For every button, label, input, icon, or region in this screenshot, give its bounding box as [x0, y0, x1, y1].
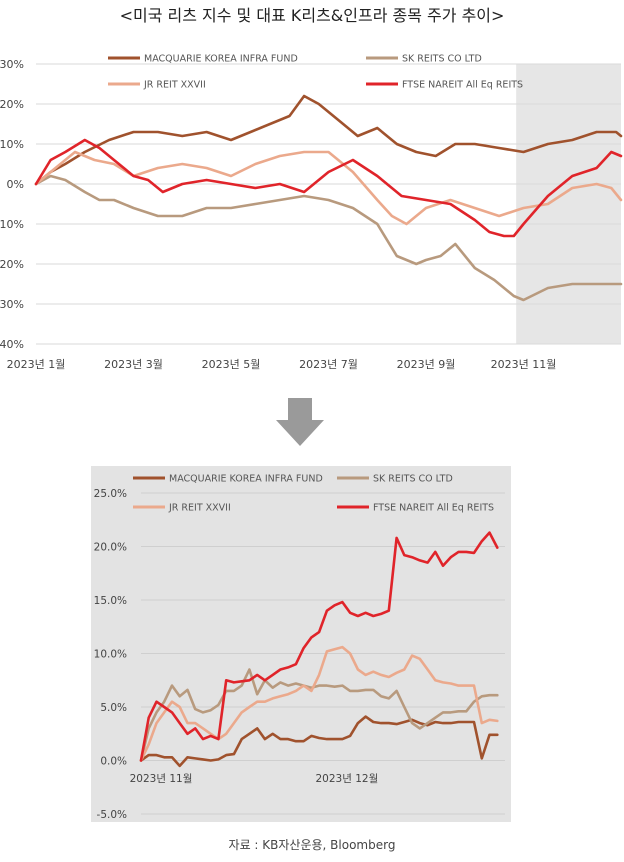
y-tick-label: 30% — [0, 58, 24, 71]
legend-label-sk-reits-co-ltd: SK REITS CO LTD — [402, 54, 482, 65]
x-tick-label: 2023년 5월 — [202, 358, 261, 371]
series-line-sk-reits-co-ltd — [139, 668, 499, 762]
down-arrow-icon — [276, 398, 324, 446]
legend-label-macquarie-korea-infra-fund: MACQUARIE KOREA INFRA FUND — [169, 474, 323, 485]
chart-panel-background — [91, 466, 511, 822]
page-title: <미국 리츠 지수 및 대표 K리츠&인프라 종목 주가 추이> — [119, 6, 505, 25]
nov-dec-2023-zoom-chart: 25.0% 20.0% 15.0% 10.0% 5.0% 0.0% -5.0% 2023년 … — [91, 466, 511, 822]
y-tick-label: -10% — [0, 218, 24, 231]
y-tick-label: 0.0% — [100, 756, 127, 768]
x-tick-label: 2023년 11월 — [130, 773, 193, 785]
y-tick-label: 25.0% — [94, 488, 127, 500]
legend-label-ftse-nareit-all-eq-reits: FTSE NAREIT All Eq REITS — [373, 503, 494, 514]
x-tick-label: 2023년 12월 — [315, 773, 378, 785]
series-line-sk-reits-co-ltd — [34, 174, 623, 302]
x-tick-label: 2023년 1월 — [7, 358, 66, 371]
highlight-region — [516, 64, 621, 344]
x-tick-label: 2023년 7월 — [299, 358, 358, 371]
y-tick-label: 10.0% — [94, 649, 127, 661]
series-line-macquarie-korea-infra-fund — [34, 94, 623, 186]
legend-label-macquarie-korea-infra-fund: MACQUARIE KOREA INFRA FUND — [144, 54, 298, 65]
source-note: 자료 : KB자산운용, Bloomberg — [228, 838, 396, 852]
us-reits-k-reits-chart-2023: 30%20%10%0%-10%-20%-30%-40% 2023년 1월2023… — [0, 54, 623, 371]
y-tick-label: 10% — [0, 138, 24, 151]
x-tick-label: 2023년 3월 — [104, 358, 163, 371]
x-axis-ticks: 2023년 1월 2023년 3월 2023년 5월 2023년 7월 2023년 9월… — [7, 358, 557, 371]
legend: MACQUARIE KOREA INFRA FUND SK REITS CO LT… — [108, 54, 523, 91]
series-line-jr-reit-xxvii — [34, 150, 623, 226]
series-lines — [34, 94, 623, 302]
x-axis-ticks: 2023년 11월 2023년 12월 — [130, 773, 379, 785]
x-tick-label: 2023년 9월 — [397, 358, 456, 371]
series-line-ftse-nareit-all-eq-reits — [139, 531, 499, 762]
legend-label-jr-reit-xxvii: JR REIT XXVII — [168, 503, 231, 514]
y-axis-ticks: 25.0% 20.0% 15.0% 10.0% 5.0% 0.0% -5.0% — [94, 488, 127, 821]
y-axis-ticks: 30% 20% 10% 0% -10% -20% -30% -40% — [0, 58, 24, 351]
y-tick-label: 20% — [0, 98, 24, 111]
series-line-jr-reit-xxvii — [139, 645, 499, 762]
legend-label-sk-reits-co-ltd: SK REITS CO LTD — [373, 474, 453, 485]
y-tick-label: 0% — [7, 178, 24, 191]
y-tick-label: 20.0% — [94, 542, 127, 554]
y-tick-label: -5.0% — [97, 809, 127, 821]
y-tick-label: 15.0% — [94, 595, 127, 607]
legend: MACQUARIE KOREA INFRA FUND SK REITS CO LT… — [133, 474, 494, 514]
y-tick-label: -40% — [0, 338, 24, 351]
x-tick-label: 2023년 11월 — [491, 358, 557, 371]
series-line-macquarie-korea-infra-fund — [139, 715, 499, 768]
series-line-ftse-nareit-all-eq-reits — [34, 138, 623, 238]
y-tick-label: 5.0% — [100, 702, 127, 714]
y-tick-label: -20% — [0, 258, 24, 271]
y-tick-label: -30% — [0, 298, 24, 311]
legend-label-jr-reit-xxvii: JR REIT XXVII — [143, 80, 206, 91]
legend-label-ftse-nareit-all-eq-reits: FTSE NAREIT All Eq REITS — [402, 80, 523, 91]
series-lines — [139, 531, 499, 768]
gridlines — [36, 63, 621, 345]
